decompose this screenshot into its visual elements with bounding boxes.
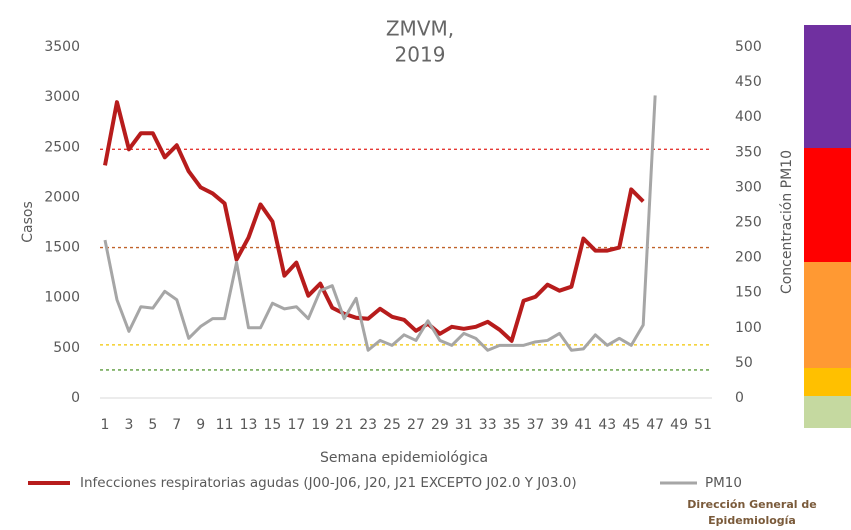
- chart-title: ZMVM,: [386, 17, 454, 41]
- x-tick-label: 29: [431, 417, 449, 433]
- x-tick-label: 13: [240, 417, 258, 433]
- x-tick-label: 31: [455, 417, 473, 433]
- x-tick-label: 37: [527, 417, 545, 433]
- y2-tick-label: 100: [735, 320, 762, 336]
- y2-tick-label: 50: [735, 355, 753, 371]
- band-red: [804, 148, 851, 262]
- y-tick-label: 1000: [44, 290, 80, 306]
- x-tick-label: 23: [359, 417, 377, 433]
- y2-tick-label: 500: [735, 39, 762, 55]
- y2-tick-label: 250: [735, 215, 762, 231]
- x-tick-label: 49: [670, 417, 688, 433]
- x-tick-label: 17: [287, 417, 305, 433]
- x-tick-label: 11: [216, 417, 234, 433]
- y2-tick-label: 450: [735, 74, 762, 90]
- x-tick-label: 1: [101, 417, 110, 433]
- x-tick-label: 15: [264, 417, 282, 433]
- y2-tick-label: 0: [735, 390, 744, 406]
- legend-label: Infecciones respiratorias agudas (J00-J0…: [80, 475, 577, 491]
- x-tick-label: 41: [574, 417, 592, 433]
- y-tick-label: 1500: [44, 240, 80, 256]
- x-tick-label: 39: [551, 417, 569, 433]
- y2-tick-label: 150: [735, 285, 762, 301]
- series-line: [103, 100, 645, 343]
- y2-tick-label: 300: [735, 179, 762, 195]
- legend-label: PM10: [705, 475, 742, 491]
- y-axis-label: Casos: [20, 201, 36, 243]
- x-axis-label: Semana epidemiológica: [320, 450, 488, 466]
- x-tick-label: 3: [124, 417, 133, 433]
- x-tick-label: 21: [335, 417, 353, 433]
- band-yellow: [804, 368, 851, 396]
- y2-tick-label: 400: [735, 109, 762, 125]
- y-tick-label: 500: [53, 340, 80, 356]
- y-tick-label: 0: [71, 390, 80, 406]
- logo-text: Dirección General de: [687, 498, 816, 511]
- x-tick-label: 33: [479, 417, 497, 433]
- band-purple: [804, 25, 851, 148]
- x-tick-label: 9: [196, 417, 205, 433]
- x-tick-label: 47: [646, 417, 664, 433]
- band-green: [804, 396, 851, 428]
- y-tick-label: 2500: [44, 139, 80, 155]
- y2-tick-label: 200: [735, 250, 762, 266]
- x-tick-label: 5: [148, 417, 157, 433]
- series-line: [103, 95, 657, 352]
- y-tick-label: 2000: [44, 189, 80, 205]
- y-tick-label: 3000: [44, 89, 80, 105]
- y2-axis-label: Concentración PM10: [779, 150, 795, 294]
- band-orange: [804, 262, 851, 368]
- x-tick-label: 43: [598, 417, 616, 433]
- x-tick-label: 7: [172, 417, 181, 433]
- logo-text: Epidemiología: [708, 514, 796, 527]
- x-tick-label: 27: [407, 417, 425, 433]
- chart-title: 2019: [395, 43, 446, 67]
- y-tick-label: 3500: [44, 39, 80, 55]
- x-tick-label: 25: [383, 417, 401, 433]
- y2-tick-label: 350: [735, 144, 762, 160]
- x-tick-label: 35: [503, 417, 521, 433]
- x-tick-label: 45: [622, 417, 640, 433]
- x-tick-label: 19: [311, 417, 329, 433]
- x-tick-label: 51: [694, 417, 712, 433]
